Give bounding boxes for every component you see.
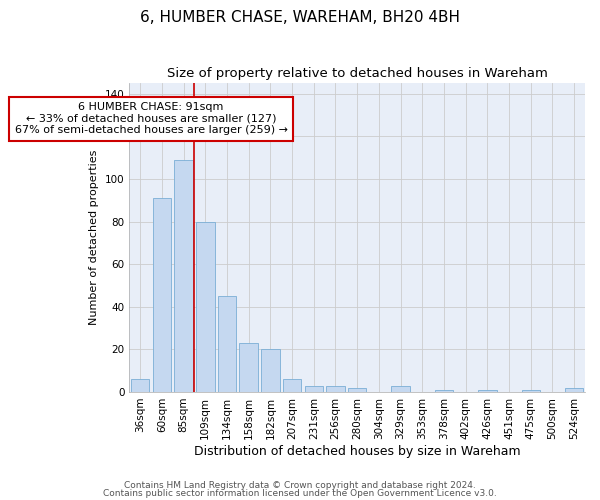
Bar: [305, 386, 323, 392]
X-axis label: Distribution of detached houses by size in Wareham: Distribution of detached houses by size …: [194, 444, 520, 458]
Title: Size of property relative to detached houses in Wareham: Size of property relative to detached ho…: [167, 68, 548, 80]
Bar: [152, 198, 171, 392]
Text: Contains HM Land Registry data © Crown copyright and database right 2024.: Contains HM Land Registry data © Crown c…: [124, 481, 476, 490]
Bar: [239, 343, 258, 392]
Text: 6, HUMBER CHASE, WAREHAM, BH20 4BH: 6, HUMBER CHASE, WAREHAM, BH20 4BH: [140, 10, 460, 25]
Bar: [283, 379, 301, 392]
Bar: [478, 390, 497, 392]
Bar: [131, 379, 149, 392]
Bar: [196, 222, 215, 392]
Bar: [326, 386, 345, 392]
Text: Contains public sector information licensed under the Open Government Licence v3: Contains public sector information licen…: [103, 488, 497, 498]
Bar: [218, 296, 236, 392]
Bar: [565, 388, 583, 392]
Y-axis label: Number of detached properties: Number of detached properties: [89, 150, 99, 325]
Text: 6 HUMBER CHASE: 91sqm
← 33% of detached houses are smaller (127)
67% of semi-det: 6 HUMBER CHASE: 91sqm ← 33% of detached …: [14, 102, 287, 136]
Bar: [435, 390, 453, 392]
Bar: [521, 390, 540, 392]
Bar: [391, 386, 410, 392]
Bar: [261, 350, 280, 392]
Bar: [175, 160, 193, 392]
Bar: [348, 388, 367, 392]
